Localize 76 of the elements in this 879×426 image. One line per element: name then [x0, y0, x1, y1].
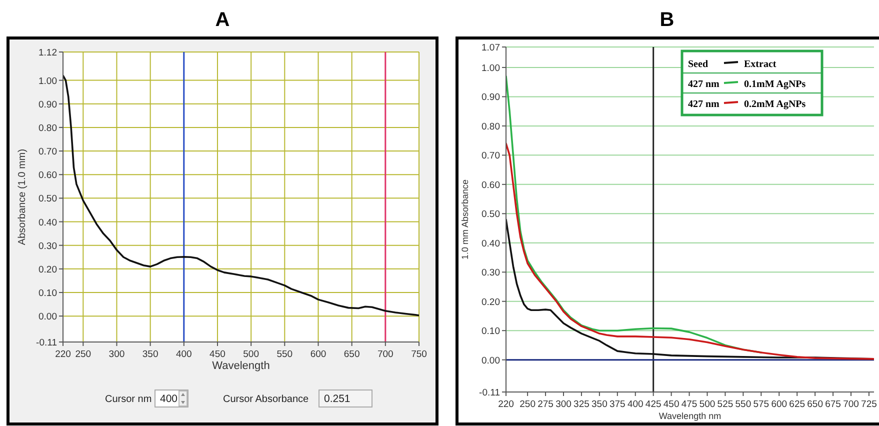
y-tick-label: 0.00	[482, 355, 500, 366]
x-tick-label: 300	[108, 349, 125, 360]
x-axis-title: Wavelength	[212, 360, 270, 372]
y-axis-title: Absorbance (1.0 mm)	[17, 148, 28, 246]
legend-label: 0.1mM AgNPs	[744, 79, 806, 90]
y-tick-label: 0.90	[482, 92, 500, 104]
y-tick-label: 0.10	[38, 288, 57, 299]
x-tick-label: 500	[699, 399, 716, 410]
x-tick-label: 725	[861, 399, 877, 410]
x-tick-label: 750	[411, 349, 427, 360]
y-tick-label: 0.30	[38, 240, 57, 252]
y-tick-label: 0.70	[38, 146, 57, 158]
x-axis-title: Wavelength nm	[658, 411, 722, 421]
y-tick-label: 1.00	[38, 76, 57, 87]
chart-title: B	[660, 9, 674, 31]
x-tick-label: 700	[377, 349, 394, 360]
x-tick-label: 600	[310, 349, 326, 360]
x-tick-label: 700	[843, 399, 859, 410]
x-tick-label: 650	[807, 399, 823, 410]
x-tick-label: 220	[498, 399, 514, 410]
x-tick-label: 275	[538, 399, 554, 410]
x-tick-label: 220	[55, 349, 71, 360]
text: Cursor nm	[105, 394, 152, 405]
x-tick-label: 250	[520, 399, 536, 410]
x-tick-label: 600	[771, 399, 788, 410]
y-tick-label: -0.11	[479, 388, 500, 398]
y-tick-label: 0.80	[38, 122, 57, 134]
x-tick-label: 525	[717, 399, 734, 410]
y-tick-label: 0.60	[38, 170, 57, 182]
y-tick-label: 0.30	[482, 268, 500, 279]
y-tick-label: -0.11	[36, 338, 57, 348]
x-tick-label: 450	[210, 349, 226, 360]
legend-label: 0.2mM AgNPs	[744, 99, 806, 110]
x-tick-label: 250	[75, 349, 92, 360]
x-tick-label: 350	[592, 399, 608, 410]
y-tick-label: 0.40	[482, 238, 500, 250]
x-tick-label: 475	[681, 399, 698, 410]
annotation: Seed	[688, 59, 708, 70]
x-tick-label: 400	[627, 399, 644, 410]
y-tick-label: 0.20	[482, 296, 500, 308]
x-tick-label: 625	[789, 399, 806, 410]
y-tick-label: 0.70	[482, 150, 500, 162]
x-tick-label: 550	[735, 399, 752, 410]
text: Cursor Absorbance	[223, 394, 310, 405]
y-tick-label: 0.00	[38, 312, 57, 323]
y-tick-label: 0.90	[38, 99, 57, 110]
y-tick-label: 1.12	[38, 48, 57, 58]
y-tick-label: 0.50	[482, 209, 500, 220]
annotation: 427 nm	[688, 79, 720, 90]
x-tick-label: 550	[276, 349, 293, 360]
y-tick-label: 0.40	[38, 217, 57, 228]
x-tick-label: 675	[825, 399, 841, 410]
x-tick-label: 375	[609, 399, 626, 410]
legend-label: Extract	[744, 59, 777, 70]
y-tick-label: 1.00	[482, 62, 500, 74]
y-tick-label: 0.50	[38, 194, 57, 205]
line-series	[506, 142, 874, 360]
x-tick-label: 500	[243, 349, 260, 360]
y-tick-label: 0.80	[482, 121, 500, 132]
x-tick-label: 650	[344, 349, 360, 360]
line-series	[63, 74, 419, 316]
annotation: 427 nm	[688, 99, 720, 110]
x-tick-label: 325	[574, 399, 590, 410]
y-tick-label: 0.10	[482, 326, 500, 338]
x-tick-label: 400	[176, 349, 192, 360]
text: 0.251	[324, 393, 350, 405]
x-tick-label: 300	[556, 399, 572, 410]
x-tick-label: 425	[645, 399, 662, 410]
y-tick-label: 0.60	[482, 180, 500, 191]
y-axis-title: 1.0 mm Absorbance	[460, 179, 470, 260]
x-tick-label: 575	[753, 399, 770, 410]
x-tick-label: 350	[142, 349, 158, 360]
y-tick-label: 0.20	[38, 264, 57, 276]
chart-title: A	[215, 9, 230, 31]
x-tick-label: 450	[663, 399, 680, 410]
y-tick-label: 1.07	[482, 42, 500, 54]
